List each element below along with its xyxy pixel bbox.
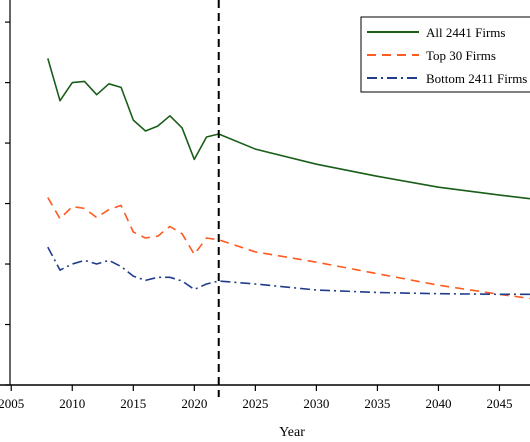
x-axis-title: Year	[279, 425, 305, 440]
legend-label-3: Bottom 2411 Firms	[426, 71, 527, 86]
series-line-3	[47, 246, 530, 296]
x-tick-label: 2005	[0, 396, 24, 411]
x-tick-label: 2020	[181, 396, 207, 411]
x-tick-label: 2045	[486, 396, 512, 411]
legend: All 2441 Firms Top 30 Firms Bottom 2411 Fi…	[360, 16, 530, 93]
series-line-2	[47, 197, 530, 300]
x-tick-label: 2015	[120, 396, 146, 411]
legend-label-2: Top 30 Firms	[426, 48, 496, 63]
x-tick-label: 2010	[59, 396, 85, 411]
x-tick-label: 2030	[303, 396, 329, 411]
x-tick-label: 2025	[242, 396, 268, 411]
series-line-1	[47, 58, 530, 200]
legend-label-1: All 2441 Firms	[426, 25, 505, 40]
x-tick-label: 2035	[364, 396, 390, 411]
series-lines	[47, 58, 530, 300]
x-tick-label: 2040	[425, 396, 451, 411]
